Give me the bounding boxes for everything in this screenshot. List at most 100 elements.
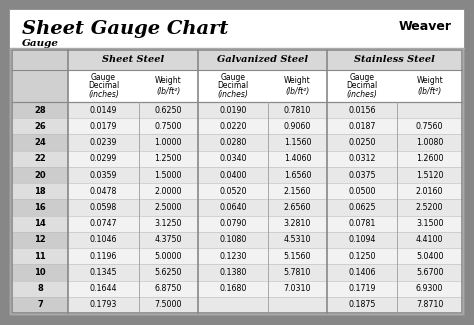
Text: 0.0280: 0.0280 bbox=[219, 138, 246, 147]
Bar bbox=[68, 297, 462, 313]
Text: 0.7560: 0.7560 bbox=[416, 122, 443, 131]
Text: 6.9300: 6.9300 bbox=[416, 284, 443, 293]
Text: 0.1080: 0.1080 bbox=[219, 235, 246, 244]
Text: Weaver: Weaver bbox=[399, 20, 452, 33]
Text: 1.0000: 1.0000 bbox=[155, 138, 182, 147]
Text: 0.0400: 0.0400 bbox=[219, 171, 246, 179]
Text: Sheet Gauge Chart: Sheet Gauge Chart bbox=[22, 20, 228, 38]
Text: 2.0000: 2.0000 bbox=[155, 187, 182, 196]
Text: 8: 8 bbox=[37, 284, 43, 293]
Text: 0.0149: 0.0149 bbox=[90, 106, 117, 115]
Text: (inches): (inches) bbox=[346, 90, 378, 99]
Text: 4.5310: 4.5310 bbox=[284, 235, 311, 244]
Text: Galvanized Steel: Galvanized Steel bbox=[217, 56, 308, 64]
Text: Decimal: Decimal bbox=[88, 82, 119, 90]
Text: 0.0790: 0.0790 bbox=[219, 219, 246, 228]
Text: Gauge: Gauge bbox=[22, 40, 59, 48]
Text: 24: 24 bbox=[34, 138, 46, 147]
Text: 0.7810: 0.7810 bbox=[284, 106, 311, 115]
Text: 0.1644: 0.1644 bbox=[90, 284, 117, 293]
Text: 1.1560: 1.1560 bbox=[284, 138, 311, 147]
Bar bbox=[12, 199, 68, 215]
Text: Decimal: Decimal bbox=[346, 82, 378, 90]
Text: (inches): (inches) bbox=[88, 90, 119, 99]
Text: Weight: Weight bbox=[155, 76, 182, 85]
Text: 12: 12 bbox=[34, 235, 46, 244]
Text: 5.6700: 5.6700 bbox=[416, 268, 443, 277]
Bar bbox=[12, 297, 68, 313]
Text: 0.0500: 0.0500 bbox=[348, 187, 376, 196]
Text: 4.4100: 4.4100 bbox=[416, 235, 443, 244]
Text: 0.0190: 0.0190 bbox=[219, 106, 246, 115]
Text: 1.4060: 1.4060 bbox=[284, 154, 311, 163]
Bar bbox=[12, 264, 68, 280]
Bar bbox=[12, 248, 68, 264]
Text: (lb/ft²): (lb/ft²) bbox=[156, 87, 180, 96]
Text: 0.1196: 0.1196 bbox=[90, 252, 117, 261]
Bar bbox=[12, 135, 68, 151]
Text: 1.0080: 1.0080 bbox=[416, 138, 443, 147]
Text: 5.0400: 5.0400 bbox=[416, 252, 443, 261]
Text: 0.0179: 0.0179 bbox=[90, 122, 117, 131]
Text: 5.0000: 5.0000 bbox=[155, 252, 182, 261]
Bar bbox=[10, 10, 464, 48]
Text: Sheet Steel: Sheet Steel bbox=[102, 56, 164, 64]
Bar bbox=[12, 215, 68, 232]
Text: 0.0520: 0.0520 bbox=[219, 187, 246, 196]
Bar bbox=[12, 280, 68, 297]
Text: 0.7500: 0.7500 bbox=[155, 122, 182, 131]
Text: 0.0340: 0.0340 bbox=[219, 154, 246, 163]
Text: 0.0747: 0.0747 bbox=[90, 219, 117, 228]
Text: (lb/ft²): (lb/ft²) bbox=[285, 87, 310, 96]
Bar bbox=[68, 232, 462, 248]
Text: 0.1230: 0.1230 bbox=[219, 252, 246, 261]
Text: 0.1094: 0.1094 bbox=[348, 235, 376, 244]
Bar bbox=[198, 50, 327, 70]
Bar bbox=[68, 118, 462, 135]
Bar bbox=[68, 102, 462, 118]
Text: 7.0310: 7.0310 bbox=[284, 284, 311, 293]
Text: 5.1560: 5.1560 bbox=[284, 252, 311, 261]
Text: 5.7810: 5.7810 bbox=[284, 268, 311, 277]
Text: 0.0781: 0.0781 bbox=[348, 219, 376, 228]
Bar bbox=[68, 183, 462, 199]
Text: 1.6560: 1.6560 bbox=[284, 171, 311, 179]
Text: Gauge: Gauge bbox=[91, 72, 116, 82]
Text: 0.1046: 0.1046 bbox=[90, 235, 117, 244]
Text: 0.0359: 0.0359 bbox=[90, 171, 117, 179]
Text: 0.9060: 0.9060 bbox=[284, 122, 311, 131]
Text: 18: 18 bbox=[34, 187, 46, 196]
Text: 10: 10 bbox=[34, 268, 46, 277]
Bar bbox=[68, 50, 198, 70]
Text: 1.5120: 1.5120 bbox=[416, 171, 443, 179]
Bar bbox=[12, 118, 68, 135]
Text: 2.6560: 2.6560 bbox=[284, 203, 311, 212]
Bar bbox=[68, 167, 462, 183]
Text: 16: 16 bbox=[34, 203, 46, 212]
Text: 0.0640: 0.0640 bbox=[219, 203, 246, 212]
Text: 4.3750: 4.3750 bbox=[155, 235, 182, 244]
Text: 7.8710: 7.8710 bbox=[416, 300, 443, 309]
Text: 2.5200: 2.5200 bbox=[416, 203, 443, 212]
Text: 0.1680: 0.1680 bbox=[219, 284, 246, 293]
Text: 1.2500: 1.2500 bbox=[155, 154, 182, 163]
Text: Gauge: Gauge bbox=[220, 72, 245, 82]
Bar bbox=[12, 102, 68, 118]
Text: 0.0299: 0.0299 bbox=[90, 154, 117, 163]
Text: 3.1500: 3.1500 bbox=[416, 219, 443, 228]
Text: 0.0598: 0.0598 bbox=[90, 203, 117, 212]
Text: 22: 22 bbox=[34, 154, 46, 163]
Bar bbox=[12, 50, 462, 313]
Text: 0.0250: 0.0250 bbox=[348, 138, 376, 147]
Bar bbox=[68, 248, 462, 264]
Text: 0.1719: 0.1719 bbox=[348, 284, 376, 293]
Text: 6.8750: 6.8750 bbox=[155, 284, 182, 293]
Bar bbox=[12, 232, 68, 248]
Bar bbox=[68, 264, 462, 280]
Text: 0.0220: 0.0220 bbox=[219, 122, 246, 131]
Text: 0.0625: 0.0625 bbox=[348, 203, 376, 212]
Text: Weight: Weight bbox=[416, 76, 443, 85]
Text: 11: 11 bbox=[34, 252, 46, 261]
Text: 0.0478: 0.0478 bbox=[90, 187, 117, 196]
Text: 20: 20 bbox=[34, 171, 46, 179]
